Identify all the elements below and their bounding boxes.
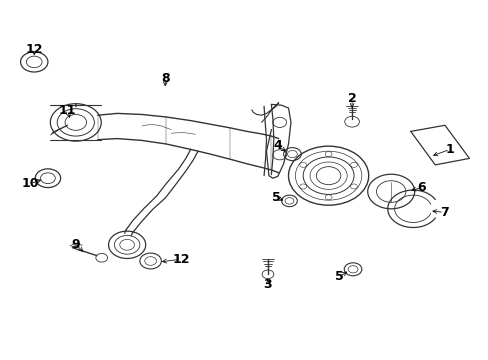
Text: 5: 5 bbox=[271, 191, 280, 204]
Text: 8: 8 bbox=[161, 72, 169, 85]
Text: 4: 4 bbox=[273, 139, 282, 152]
Text: 12: 12 bbox=[172, 253, 189, 266]
Text: 6: 6 bbox=[416, 181, 425, 194]
Text: 9: 9 bbox=[71, 238, 80, 251]
Text: 1: 1 bbox=[445, 143, 453, 156]
Text: 12: 12 bbox=[25, 43, 43, 56]
Text: 2: 2 bbox=[347, 93, 356, 105]
Text: 10: 10 bbox=[21, 177, 39, 190]
Text: 7: 7 bbox=[439, 206, 447, 219]
Text: 5: 5 bbox=[335, 270, 344, 283]
Text: 3: 3 bbox=[263, 278, 272, 291]
Text: 11: 11 bbox=[59, 104, 76, 117]
